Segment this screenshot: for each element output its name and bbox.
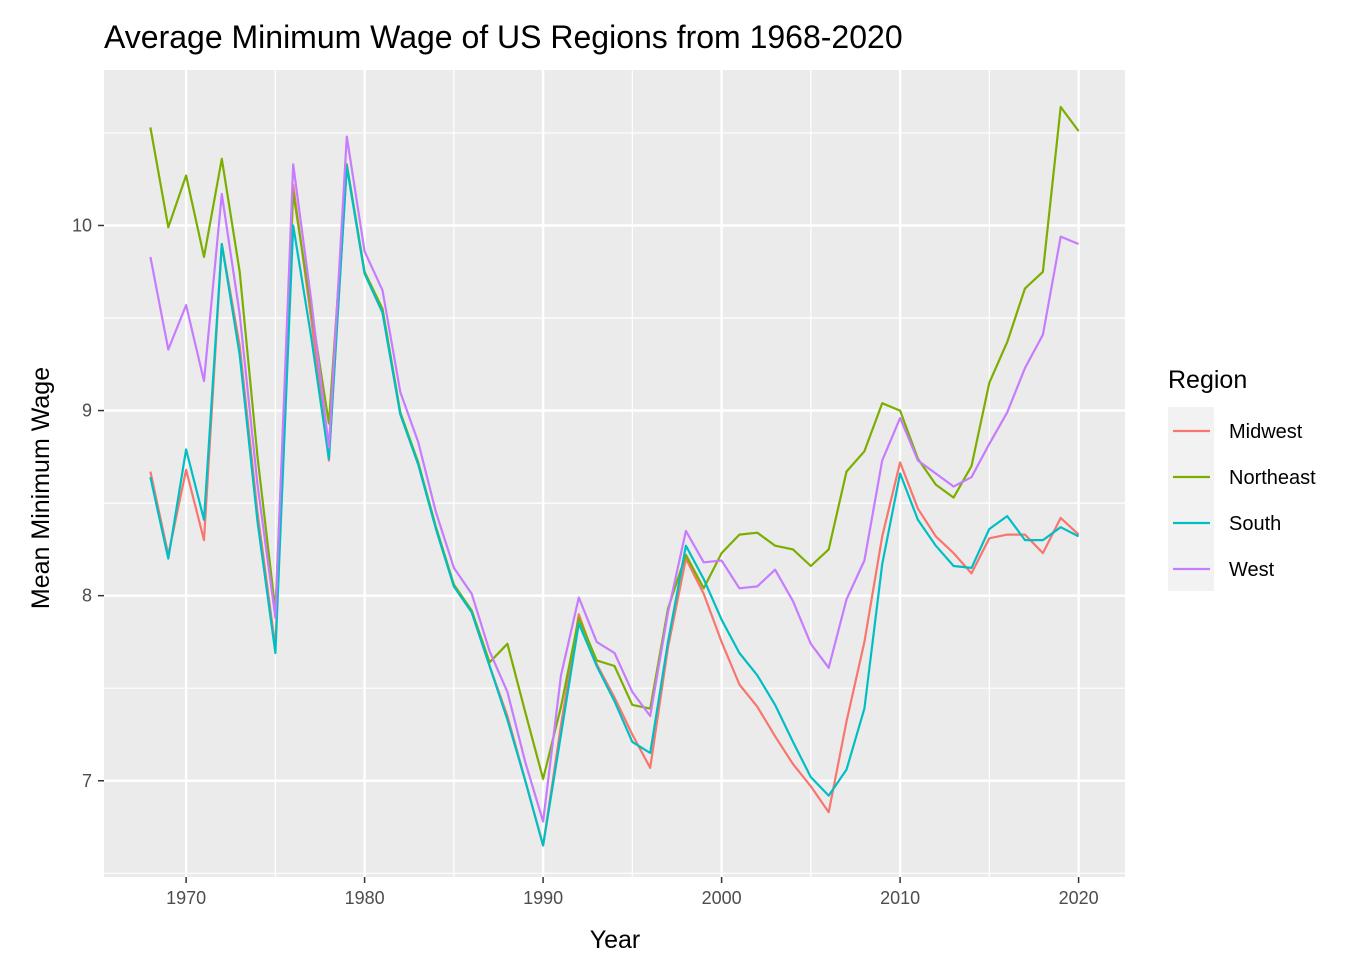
series-line-south: [149, 165, 1080, 847]
series-line-northeast: [149, 105, 1080, 781]
x-axis-title: Year: [590, 926, 641, 954]
x-axis: 1970 1980 1990 2000 2010 2020: [166, 877, 1099, 908]
x-tick-label: 1970: [166, 888, 206, 908]
x-tick-label: 2000: [702, 888, 742, 908]
y-tick-label: 8: [82, 586, 92, 606]
x-tick-label: 2020: [1059, 888, 1099, 908]
legend-label: Northeast: [1229, 467, 1316, 489]
y-tick-label: 10: [72, 215, 92, 235]
y-tick-label: 7: [82, 771, 92, 791]
x-tick-label: 2010: [880, 888, 920, 908]
x-tick-label: 1980: [345, 888, 385, 908]
legend-label: Midwest: [1229, 421, 1303, 443]
legend: Region Midwest Northeast South West: [1168, 366, 1316, 591]
chart-title: Average Minimum Wage of US Regions from …: [104, 19, 903, 55]
x-tick-label: 1990: [523, 888, 563, 908]
legend-key-background: [1168, 407, 1214, 591]
legend-label: South: [1229, 513, 1281, 535]
legend-title: Region: [1168, 366, 1247, 394]
series-lines: [149, 105, 1080, 847]
legend-label: West: [1229, 559, 1275, 581]
series-line-west: [149, 135, 1080, 823]
y-axis-title: Mean Minimum Wage: [27, 367, 55, 609]
y-axis: 7 8 9 10: [72, 215, 104, 791]
grid-minor: [104, 70, 1125, 877]
plot-panel: [104, 70, 1125, 877]
y-tick-label: 9: [82, 401, 92, 421]
